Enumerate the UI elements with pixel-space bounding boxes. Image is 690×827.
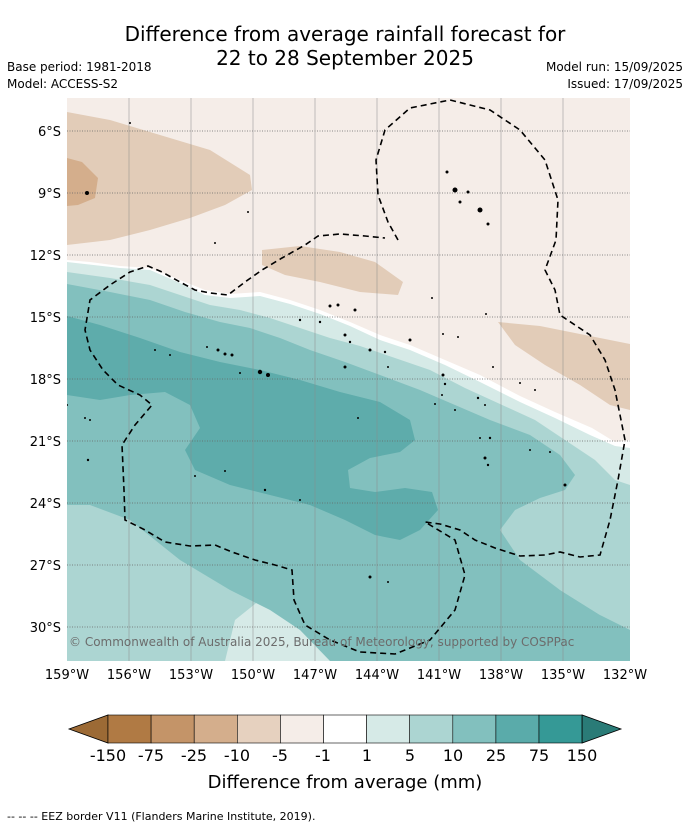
base-period: Base period: 1981-2018: [7, 60, 152, 74]
colorbar-tick: 75: [529, 746, 549, 765]
colorbar-tick: -10: [224, 746, 250, 765]
copyright-text: © Commonwealth of Australia 2025, Bureau…: [69, 635, 574, 649]
eez-note: -- -- -- EEZ border V11 (Flanders Marine…: [7, 810, 315, 823]
colorbar-tick: 25: [486, 746, 506, 765]
lon-label: 135°W: [541, 668, 585, 683]
lon-label: 156°W: [107, 668, 151, 683]
lon-label: 144°W: [355, 668, 399, 683]
lat-label: 24°S: [30, 497, 61, 512]
colorbar-swatch: [193, 714, 238, 744]
colorbar-swatch: [495, 714, 540, 744]
colorbar-swatch: [409, 714, 454, 744]
lon-labels: 159°W 156°W 153°W 150°W 147°W 144°W 141°…: [45, 668, 647, 683]
lat-label: 15°S: [30, 311, 61, 326]
colorbar-swatch: [280, 714, 324, 744]
title-line-2: 22 to 28 September 2025: [216, 46, 474, 70]
meta-right: Model run: 15/09/2025 Issued: 17/09/2025: [546, 59, 683, 93]
meta-left: Base period: 1981-2018 Model: ACCESS-S2: [7, 59, 152, 93]
colorbar-tick: 150: [567, 746, 598, 765]
colorbar-arrow-low: [67, 714, 109, 744]
colorbar-swatch: [323, 714, 367, 744]
colorbar: [67, 714, 623, 744]
lon-label: 138°W: [479, 668, 523, 683]
colorbar-tick: 5: [405, 746, 415, 765]
lon-label: 147°W: [293, 668, 337, 683]
lat-labels: 6°S 9°S 12°S 15°S 18°S 21°S 24°S 27°S 30…: [30, 125, 61, 636]
colorbar-tick: -5: [272, 746, 288, 765]
lat-label: 30°S: [30, 621, 61, 636]
lon-label: 132°W: [603, 668, 647, 683]
lat-label: 27°S: [30, 559, 61, 574]
colorbar-swatch: [237, 714, 281, 744]
lat-label: 6°S: [38, 125, 61, 140]
contour-minus5-minus10-centre: [262, 246, 403, 295]
model-name: Model: ACCESS-S2: [7, 77, 119, 91]
colorbar-tick: -150: [90, 746, 126, 765]
colorbar-tick: -1: [315, 746, 331, 765]
colorbar-tick: 1: [362, 746, 372, 765]
lat-label: 12°S: [30, 249, 61, 264]
islands: [67, 122, 567, 583]
colorbar-tick: -25: [181, 746, 207, 765]
colorbar-ticks: -150 -75 -25 -10 -5 -1 1 5 10 25 75 150: [90, 746, 597, 765]
contour-plus25-plus75: [67, 316, 438, 540]
lon-label: 153°W: [169, 668, 213, 683]
colorbar-swatch: [452, 714, 497, 744]
colorbar-tick: -75: [138, 746, 164, 765]
colorbar-swatch: [150, 714, 195, 744]
lat-label: 21°S: [30, 435, 61, 450]
colorbar-swatch: [366, 714, 411, 744]
lon-label: 150°W: [231, 668, 275, 683]
lon-label: 159°W: [45, 668, 89, 683]
contour-minus5-minus10-east: [498, 322, 630, 410]
lat-label: 18°S: [30, 373, 61, 388]
lat-label: 9°S: [38, 187, 61, 202]
colorbar-swatch: [538, 714, 583, 744]
rainfall-map: © Commonwealth of Australia 2025, Bureau…: [67, 98, 630, 661]
map-title: Difference from average rainfall forecas…: [0, 22, 690, 70]
colorbar-title: Difference from average (mm): [208, 772, 483, 793]
eez-borders: [84, 99, 626, 655]
title-line-1: Difference from average rainfall forecas…: [124, 22, 566, 46]
lon-label: 141°W: [417, 668, 461, 683]
issued-date: Issued: 17/09/2025: [567, 77, 683, 91]
contour-minus5-minus10-west: [67, 112, 252, 245]
colorbar-swatch: [107, 714, 152, 744]
colorbar-tick: 10: [443, 746, 463, 765]
contour-minus10-minus25: [67, 158, 98, 206]
colorbar-arrow-high: [581, 714, 623, 744]
lon-gridlines: [128, 98, 564, 661]
model-run: Model run: 15/09/2025: [545, 60, 683, 74]
